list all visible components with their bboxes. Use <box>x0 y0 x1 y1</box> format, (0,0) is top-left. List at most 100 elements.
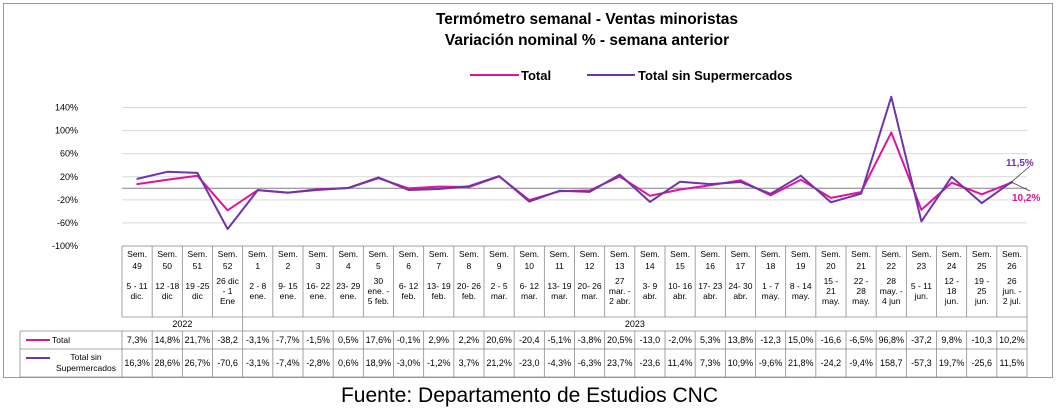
date-range-label: mar. - <box>609 286 631 296</box>
date-range-label: may. <box>822 296 840 306</box>
week-number: 19 <box>796 261 806 271</box>
table-cell: 14,8% <box>154 335 180 345</box>
chart-canvas: Termómetro semanal - Ventas minoristas V… <box>19 11 1040 378</box>
table-cell: 9,8% <box>941 335 962 345</box>
date-range-label: - 1 <box>223 286 233 296</box>
data-point <box>528 200 531 203</box>
table-cell: -37,2 <box>911 335 932 345</box>
table-cell: 5,3% <box>700 335 721 345</box>
week-label: Sem. <box>761 249 781 259</box>
legend-label-total: Total <box>521 68 551 83</box>
week-label: Sem. <box>278 249 298 259</box>
date-range-label: 5 - 11 <box>911 281 932 291</box>
date-range-label: may. <box>852 296 870 306</box>
table-cell: -6,3% <box>578 358 602 368</box>
data-point <box>558 189 561 192</box>
data-point <box>166 178 169 181</box>
data-point <box>830 197 832 199</box>
date-range-label: 2 - 8 <box>249 281 266 291</box>
date-range-label: jun. - <box>1001 286 1021 296</box>
data-point <box>407 189 410 191</box>
table-cell: -7,7% <box>276 335 300 345</box>
week-number: 50 <box>163 261 173 271</box>
data-point <box>739 179 742 182</box>
week-label: Sem. <box>730 249 750 259</box>
date-range-label: 20- 26 <box>578 281 602 291</box>
week-label: Sem. <box>218 249 238 259</box>
table-cell: 11,4% <box>668 358 693 368</box>
date-range-label: 18 <box>947 286 957 296</box>
chart-title: Termómetro semanal - Ventas minoristas <box>436 11 738 28</box>
y-tick-label: 60% <box>60 149 78 159</box>
date-range-label: jun. <box>944 296 959 306</box>
week-number: 24 <box>947 261 957 271</box>
date-range-label: 6- 12 <box>399 281 419 291</box>
data-point <box>136 183 138 185</box>
data-point <box>739 181 742 183</box>
date-range-label: 4 jun <box>882 296 901 306</box>
row-header-sin-supermercados-2: Supermercados <box>56 363 116 373</box>
week-number: 11 <box>555 261 564 271</box>
week-number: 17 <box>736 261 746 271</box>
date-range-label: 19 -25 <box>185 281 209 291</box>
week-label: Sem. <box>338 249 358 259</box>
week-number: 10 <box>525 261 535 271</box>
row-header-total: Total <box>52 335 70 345</box>
table-cell: 3,7% <box>459 358 480 368</box>
table-cell: 21,7% <box>185 335 211 345</box>
date-range-label: 23- 29 <box>336 281 360 291</box>
week-number: 3 <box>316 261 321 271</box>
date-range-label: 8 - 14 <box>790 281 812 291</box>
date-range-label: abr. <box>733 291 747 301</box>
week-label: Sem. <box>549 249 569 259</box>
date-range-label: feb. <box>462 291 476 301</box>
chart-subtitle: Variación nominal % - semana anterior <box>445 32 729 49</box>
table-cell: -57,3 <box>911 358 932 368</box>
end-label-sin-supermercados: 11,5% <box>1006 158 1034 169</box>
week-number: 9 <box>497 261 502 271</box>
legend: Total Total sin Supermercados <box>470 68 792 83</box>
table-cell: -2,0% <box>668 335 692 345</box>
data-point <box>769 194 772 197</box>
table-cell: -1,5% <box>306 335 330 345</box>
table-cell: 21,2% <box>486 358 512 368</box>
date-range-label: abr. <box>673 291 687 301</box>
data-point <box>950 176 953 178</box>
week-label: Sem. <box>700 249 720 259</box>
date-range-label: feb. <box>432 291 446 301</box>
table-cell: -10,3 <box>971 335 992 345</box>
table-cell: 158,7 <box>880 358 903 368</box>
table-cell: 21,8% <box>788 358 814 368</box>
date-range-label: may. - <box>880 286 903 296</box>
table-cell: 7,3% <box>127 335 148 345</box>
data-point <box>437 185 440 188</box>
y-tick-label: 100% <box>55 126 78 136</box>
week-label: Sem. <box>821 249 841 259</box>
table-cell: 23,7% <box>607 358 633 368</box>
date-range-label: 1 - 7 <box>762 281 779 291</box>
date-range-label: 17- 23 <box>698 281 722 291</box>
week-number: 26 <box>1007 261 1017 271</box>
table-cell: 11,5% <box>999 358 1024 368</box>
series-line-total <box>136 131 1013 212</box>
week-number: 6 <box>406 261 411 271</box>
date-range-label: 21 <box>826 286 836 296</box>
date-range-label: ene. <box>249 291 266 301</box>
date-range-label: abr. <box>703 291 717 301</box>
y-tick-label: -60% <box>57 218 78 228</box>
legend-label-sin-super: Total sin Supermercados <box>638 68 792 83</box>
table-cell: 16,3% <box>124 358 150 368</box>
date-range-label: dic. <box>130 291 143 301</box>
table-cell: -3,1% <box>246 335 270 345</box>
data-point <box>830 201 832 204</box>
date-range-label: 2 jul. <box>1003 296 1021 306</box>
data-point <box>890 131 893 134</box>
week-number: 25 <box>977 261 987 271</box>
week-number: 23 <box>917 261 927 271</box>
date-range-label: 22 - <box>854 276 869 286</box>
data-point <box>649 195 651 197</box>
data-point <box>649 201 651 203</box>
y-tick-label: 140% <box>55 103 78 113</box>
table-cell: 20,6% <box>486 335 512 345</box>
